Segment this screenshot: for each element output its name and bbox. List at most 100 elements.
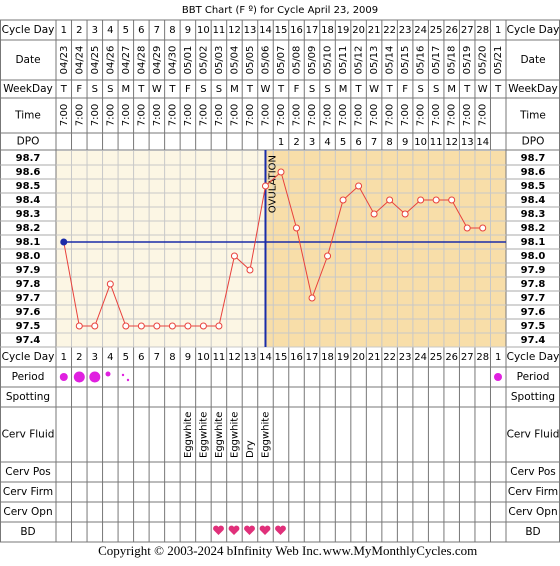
y-tick-label: 97.4 [16,335,41,346]
weekday: T [246,84,254,95]
time: 7:00 [276,104,287,126]
date: 04/30 [167,46,178,75]
time: 7:00 [260,104,271,126]
weekday: T [355,84,363,95]
temp-line [63,171,483,327]
temp-point [479,224,487,232]
cycle-day: 5 [123,25,129,36]
row-label: Cerv Pos [510,466,556,478]
row-label: Cerv Fluid [507,429,560,441]
weekday: S [107,84,113,95]
cerv-fluid: Eggwhite [214,412,225,458]
y-tick-label: 98.0 [521,251,546,262]
cycle-day: 8 [169,25,175,36]
y-tick-label: 97.5 [16,321,41,332]
weekday: S [433,84,439,95]
temp-point [417,196,425,204]
temp-point [75,322,83,330]
time: 7:00 [478,104,489,126]
time: 7:00 [292,104,303,126]
y-tick-label: 98.3 [16,209,41,220]
time: 7:00 [447,104,458,126]
copyright: Copyright © 2003-2024 bInfinity Web Inc. [98,543,322,558]
bd-hearts [213,525,286,535]
temp-point [293,224,301,232]
time: 7:00 [183,104,194,126]
temp-point [308,294,316,302]
cycle-day: 7 [154,25,160,36]
y-tick-label: 97.9 [16,265,41,276]
temp-point [91,322,99,330]
cycle-day: 21 [368,352,381,363]
temp-point [60,238,68,246]
temp-point [448,196,456,204]
time: 7:00 [354,104,365,126]
heart [213,525,224,535]
time: 7:00 [198,104,209,126]
row-label: Period [517,371,550,383]
row-label: WeekDay [3,83,53,95]
dpo: 1 [278,137,284,148]
weekday: M [122,84,131,95]
cycle-day: 13 [244,25,257,36]
dpo: 8 [386,137,392,148]
row-label: Date [520,54,545,66]
cycle-day: 11 [213,352,226,363]
cycle-day: 3 [92,352,98,363]
heart [259,525,271,535]
dpo: 5 [340,137,346,148]
row-label: Cerv Firm [508,486,558,498]
y-tick-label: 97.6 [521,307,546,318]
temp-point [324,252,332,260]
cycle-day: 25 [430,25,443,36]
temp-point [370,210,378,218]
dpo: 11 [430,137,443,148]
cycle-day: 8 [169,352,175,363]
temp-point [106,280,114,288]
weekday: T [386,84,394,95]
date: 05/01 [183,46,194,75]
chart-title: BBT Chart (F º) for Cycle April 23, 2009 [182,5,378,16]
row-label: BD [525,526,540,538]
cycle-day: 9 [185,352,191,363]
temp-point [261,182,269,190]
weekday: M [230,84,239,95]
date: 05/07 [276,46,287,75]
cycle-day: 26 [445,25,458,36]
y-tick-label: 98.7 [521,153,546,164]
row-label: DPO [522,136,545,148]
cerv-fluid: Eggwhite [198,412,209,458]
date: 05/09 [307,46,318,75]
row-label: Cerv Opn [3,506,52,518]
time: 7:00 [229,104,240,126]
cycle-day: 14 [259,25,272,36]
temp-point [184,322,192,330]
cycle-day: 24 [414,25,427,36]
cycle-day: 12 [228,25,241,36]
y-tick-label: 97.7 [16,293,41,304]
cycle-day: 2 [76,25,82,36]
weekday: S [216,84,222,95]
row-label: Cycle Day [507,24,560,36]
y-tick-label: 98.2 [16,223,41,234]
cycle-day: 14 [259,352,272,363]
row-label: Time [519,110,546,122]
weekday: T [60,84,68,95]
temp-point [339,196,347,204]
y-tick-label: 97.5 [521,321,546,332]
y-tick-label: 98.3 [521,209,546,220]
heart [275,525,286,535]
cycle-day: 19 [337,25,350,36]
dpo: 7 [371,137,377,148]
time: 7:00 [323,104,334,126]
y-tick-label: 98.6 [521,167,546,178]
weekday: T [137,84,145,95]
date: 05/17 [431,46,442,75]
date: 05/19 [462,46,473,75]
time: 7:00 [462,104,473,126]
date: 05/08 [292,46,303,75]
cycle-day: 23 [399,352,412,363]
cycle-day: 17 [306,25,319,36]
y-tick-label: 98.4 [521,195,546,206]
